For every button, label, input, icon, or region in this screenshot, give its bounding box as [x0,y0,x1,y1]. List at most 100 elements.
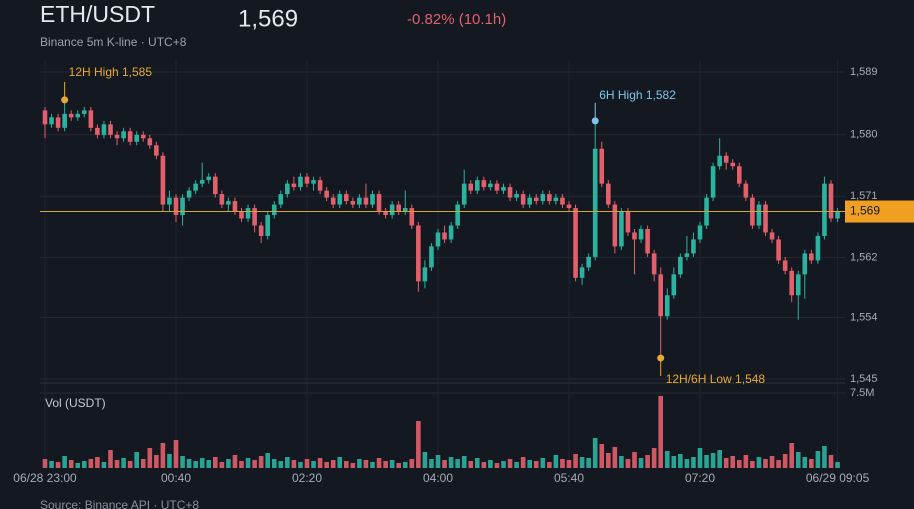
candle-body [730,162,736,167]
annotation-dot [657,354,665,362]
candle-body [592,148,598,257]
candle-body [265,215,270,236]
volume-bar [75,463,81,468]
candle-body [776,239,781,261]
volume-bar [409,459,415,468]
volume-bar [455,459,460,468]
volume-bar [769,456,775,468]
volume-bar [704,455,709,468]
x-tick-label: 00:40 [161,471,191,485]
volume-bar [298,462,303,468]
volume-bar [232,455,238,468]
volume-bar [815,451,821,468]
volume-bar [835,462,840,468]
volume-bar [723,458,729,468]
volume-bar [822,446,827,468]
volume-bar [147,448,153,468]
candle-body [828,183,834,219]
candle-body [560,197,565,205]
volume-bar [416,421,421,468]
candle-body [88,110,94,128]
candle-body [782,260,788,271]
volume-bar [291,460,297,468]
volume-bar [330,460,336,468]
candle-body [435,232,441,247]
annotation-label: 12H High 1,585 [69,65,153,79]
candle-body [717,155,722,167]
candle-body [789,270,794,296]
x-tick-label: 06/28 23:00 [13,471,77,485]
y-tick-label: 1,589 [850,66,878,78]
volume-bar [533,461,539,468]
volume-bar [520,457,526,468]
candle-body [258,225,264,236]
candle-body [658,274,663,317]
candle-body [389,204,395,216]
candle-body [291,183,297,188]
price-change: -0.82% (10.1h) [407,11,506,28]
candle-body [553,197,559,202]
candle-body [49,117,54,125]
volume-bar [422,452,428,468]
volume-bar [383,461,388,468]
candle-body [304,176,310,184]
candle-body [376,194,382,212]
volume-bar [507,459,513,468]
candle-body [206,176,212,181]
subtitle: Binance 5m K-line · UTC+8 [40,35,187,49]
y-tick-label: 1,562 [850,252,878,264]
volume-bar [514,462,519,468]
volume-bar [363,460,369,468]
volume-bar [782,454,788,468]
candle-body [468,183,474,191]
x-tick-label: 06/29 09:05 [806,471,870,485]
volume-bar [566,460,572,468]
volume-bar [42,459,48,468]
candle-body [357,197,362,205]
candle-body [488,183,493,188]
candle-body [186,190,192,198]
volume-bar [435,455,441,468]
volume-bar [245,458,251,468]
volume-bar [134,452,139,468]
volume-bar [317,458,323,468]
volume-bar [324,462,329,468]
candle-body [402,208,408,212]
candle-body [62,113,67,128]
volume-bar [213,457,218,468]
candle-body [638,228,644,240]
volume-bar [101,462,107,468]
candle-body [271,204,277,216]
candle-body [285,183,290,195]
volume-bar [737,460,742,468]
volume-bar [396,463,401,468]
volume-bar [697,448,703,468]
volume-label: Vol (USDT) [45,396,106,410]
volume-bar [62,456,67,468]
volume-bar [828,455,834,468]
volume-bar [226,459,231,468]
candle-body [809,253,814,261]
volume-bar [592,438,598,468]
volume-bar [127,461,133,468]
candle-body [815,235,821,261]
y-tick-label: 1,580 [850,129,878,141]
annotation-label: 6H High 1,582 [599,88,676,102]
volume-bar [376,458,382,468]
candle-body [239,211,244,219]
volume-bar [199,458,205,468]
volume-bar [402,462,408,468]
candle-body [252,208,257,226]
candle-body [167,197,172,205]
volume-tick-label: 7.5M [850,387,874,399]
candle-body [625,211,631,233]
candle-body [442,232,447,240]
candle-body [586,256,591,268]
candle-body [160,155,166,205]
volume-bar [186,459,192,468]
volume-bar [285,457,290,468]
volume-bar [638,458,644,468]
candle-body [213,176,218,195]
candle-body [579,267,585,278]
candle-body [396,204,401,212]
